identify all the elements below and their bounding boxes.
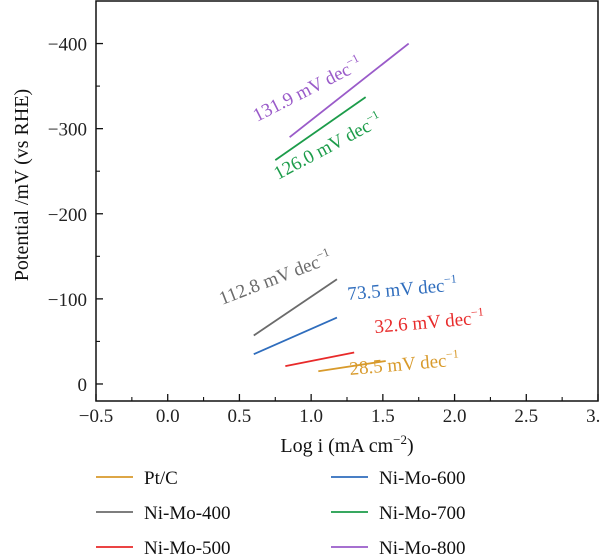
y-tick-label: −100: [48, 290, 87, 311]
x-axis-title: Log i (mA cm−2): [280, 432, 413, 457]
series-line-pt/c: [318, 360, 386, 373]
series-line-ni-mo-800: [289, 42, 410, 138]
x-tick-label: 2.5: [514, 406, 538, 427]
x-tick-label: 0.5: [228, 406, 252, 427]
slope-unit-sup: −1: [445, 346, 459, 361]
slope-annotation: 32.6 mV dec−1: [373, 304, 485, 338]
slope-annotation: 28.5 mV dec−1: [348, 346, 460, 380]
slope-value: 73.5: [347, 281, 382, 305]
series-line-ni-mo-400: [253, 278, 338, 337]
legend-label: Pt/C: [144, 468, 178, 489]
series-lines: [253, 42, 410, 373]
slope-unit-sup: −1: [314, 245, 331, 263]
legend-label: Ni-Mo-800: [379, 538, 466, 559]
y-axis: 0 −100 −200 −300 −400: [48, 35, 103, 396]
legend-label: Ni-Mo-500: [144, 538, 231, 559]
legend-label: Ni-Mo-400: [144, 503, 231, 524]
slope-unit: mV dec: [256, 252, 323, 295]
series-line-ni-mo-700: [274, 96, 367, 161]
series-line-ni-mo-600: [253, 316, 338, 356]
x-tick-label: 3.0: [586, 406, 600, 427]
slope-annotation: 131.9 mV dec−1: [248, 51, 365, 127]
x-axis-title-tail: ): [407, 435, 414, 457]
slope-unit-sup: −1: [344, 51, 362, 69]
slope-annotation: 112.8 mV dec−1: [215, 245, 335, 310]
slope-unit-sup: −1: [470, 304, 484, 319]
slope-value: 112.8: [216, 275, 263, 310]
x-tick-label: −0.5: [79, 406, 113, 427]
slope-value: 32.6: [374, 314, 409, 338]
y-tick-label: 0: [78, 375, 88, 396]
x-tick-label: 0.0: [156, 406, 180, 427]
slope-unit: mV dec: [407, 309, 473, 336]
slope-annotation: 73.5 mV dec−1: [346, 271, 458, 305]
series-line-ni-mo-500: [285, 351, 355, 367]
y-axis-title: Potential /mV (vs RHE): [11, 89, 33, 281]
slope-unit: mV dec: [308, 116, 374, 165]
x-axis-title-main: Log i (mA cm: [280, 435, 393, 457]
x-tick-label: 1.0: [299, 406, 323, 427]
slope-unit: mV dec: [380, 276, 446, 303]
x-tick-label: 2.0: [443, 406, 467, 427]
slope-value: 28.5: [349, 356, 384, 380]
slope-unit: mV dec: [382, 351, 448, 378]
legend-label: Ni-Mo-600: [379, 468, 466, 489]
y-tick-label: −200: [48, 205, 87, 226]
x-axis-title-sup: −2: [393, 432, 407, 447]
slope-annotation: 126.0 mV dec−1: [269, 107, 386, 184]
x-tick-label: 1.5: [371, 406, 395, 427]
slope-unit-sup: −1: [363, 107, 381, 125]
legend: Pt/C Ni-Mo-600 Ni-Mo-400 Ni-Mo-700 Ni-Mo-500…: [96, 468, 466, 559]
y-tick-label: −400: [48, 35, 87, 56]
y-tick-label: −300: [48, 120, 87, 141]
slope-unit: mV dec: [288, 59, 355, 107]
x-axis: −0.5 0.0 0.5 1.0 1.5 2.0 2.5 3.0: [79, 394, 600, 427]
slope-unit-sup: −1: [443, 271, 457, 286]
legend-label: Ni-Mo-700: [379, 503, 466, 524]
